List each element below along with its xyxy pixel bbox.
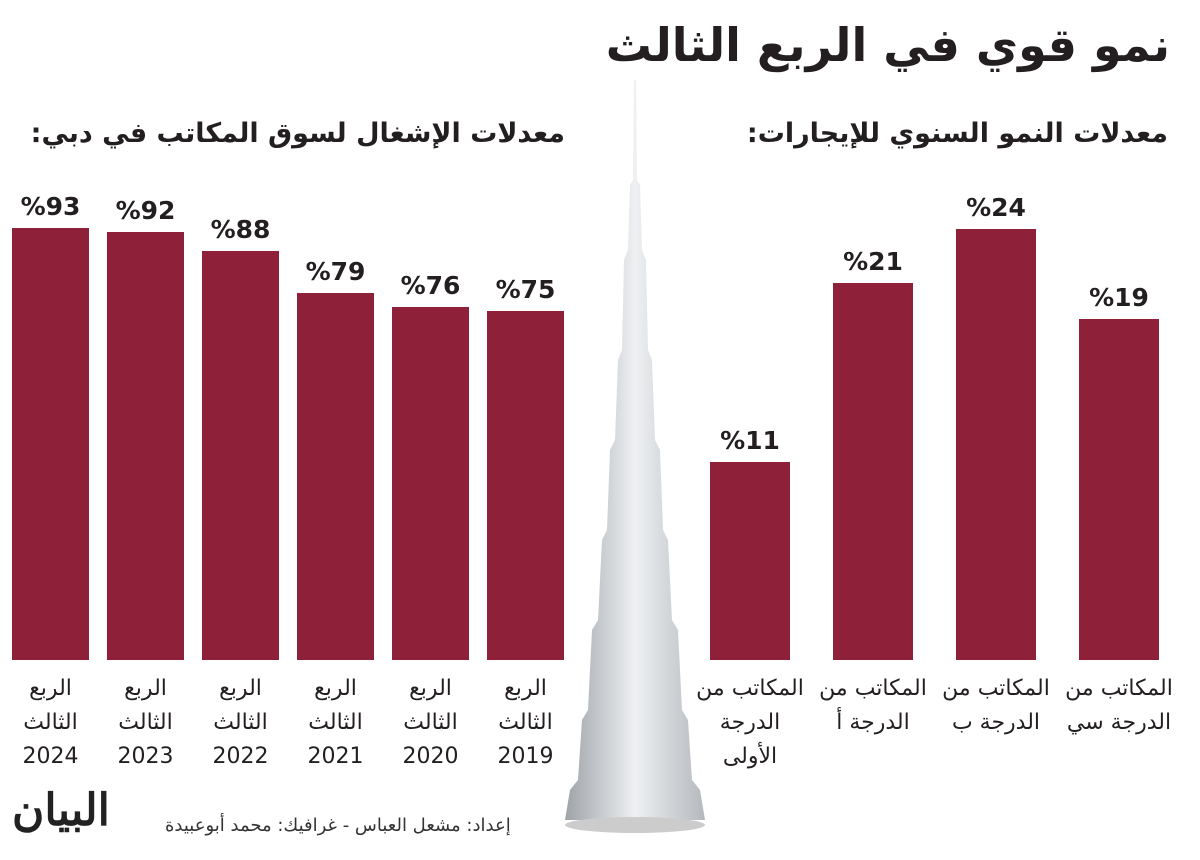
x-tick-label: المكاتب من الدرجة سي bbox=[1065, 676, 1173, 735]
chart-subtitle: معدلات النمو السنوي للإيجارات: bbox=[746, 118, 1168, 149]
bar bbox=[392, 306, 469, 660]
x-tick-label: الربع الثالث 2019 bbox=[497, 676, 554, 769]
value-label: %21 bbox=[843, 246, 903, 276]
x-tick-label: الربع الثالث 2023 bbox=[117, 676, 174, 769]
bar bbox=[1079, 318, 1159, 660]
logo: البيان bbox=[12, 785, 110, 836]
value-label: %76 bbox=[400, 270, 461, 300]
value-label: %24 bbox=[966, 192, 1026, 222]
bar bbox=[202, 250, 279, 660]
value-label: %92 bbox=[115, 196, 176, 226]
bar bbox=[107, 232, 184, 660]
x-tick-label: الربع الثالث 2022 bbox=[212, 676, 269, 769]
x-tick-label: المكاتب من الدرجة أ bbox=[819, 676, 927, 735]
value-label: %88 bbox=[210, 214, 271, 244]
x-tick-label: الربع الثالث 2024 bbox=[22, 676, 79, 769]
bar bbox=[297, 292, 374, 660]
x-tick-label: الربع الثالث 2020 bbox=[402, 676, 459, 769]
value-label: %75 bbox=[495, 275, 556, 305]
bar bbox=[710, 462, 790, 660]
value-label: %93 bbox=[20, 191, 81, 221]
tower-illustration bbox=[565, 80, 705, 833]
bar bbox=[956, 228, 1036, 660]
chart-subtitle: معدلات الإشغال لسوق المكاتب في دبي: bbox=[30, 118, 565, 149]
bar bbox=[12, 227, 89, 660]
credit: إعداد: مشعل العباس - غرافيك: محمد أبوعبي… bbox=[165, 815, 511, 836]
bar bbox=[487, 311, 564, 660]
x-tick-label: الربع الثالث 2021 bbox=[307, 676, 364, 769]
value-label: %11 bbox=[720, 426, 780, 456]
x-tick-label: المكاتب من الدرجة ب bbox=[942, 676, 1050, 735]
x-tick-label: المكاتب من الدرجة الأولى bbox=[696, 676, 804, 769]
title: نمو قوي في الربع الثالث bbox=[605, 18, 1170, 72]
value-label: %79 bbox=[305, 256, 366, 286]
bar bbox=[833, 282, 913, 660]
value-label: %19 bbox=[1089, 282, 1149, 312]
